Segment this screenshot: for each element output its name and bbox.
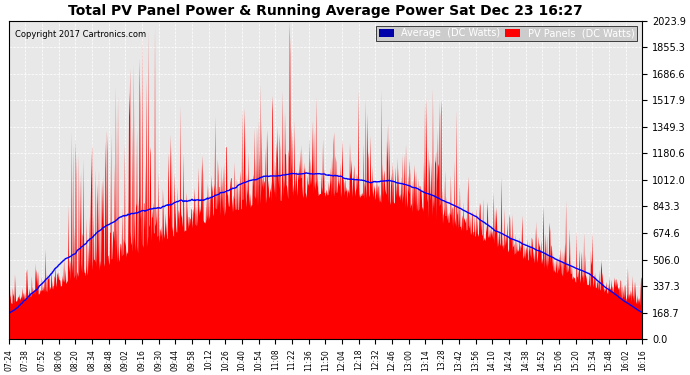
Legend: Average  (DC Watts), PV Panels  (DC Watts): Average (DC Watts), PV Panels (DC Watts) xyxy=(376,26,638,41)
Text: Copyright 2017 Cartronics.com: Copyright 2017 Cartronics.com xyxy=(15,30,146,39)
Title: Total PV Panel Power & Running Average Power Sat Dec 23 16:27: Total PV Panel Power & Running Average P… xyxy=(68,4,583,18)
